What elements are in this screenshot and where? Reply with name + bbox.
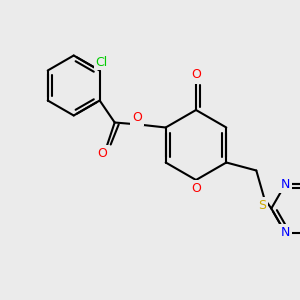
Text: Cl: Cl bbox=[96, 56, 108, 69]
Text: O: O bbox=[97, 147, 106, 160]
Text: N: N bbox=[280, 226, 290, 239]
Text: O: O bbox=[132, 111, 142, 124]
Text: O: O bbox=[191, 68, 201, 82]
Text: N: N bbox=[280, 178, 290, 191]
Text: S: S bbox=[258, 199, 266, 212]
Text: O: O bbox=[191, 182, 201, 196]
